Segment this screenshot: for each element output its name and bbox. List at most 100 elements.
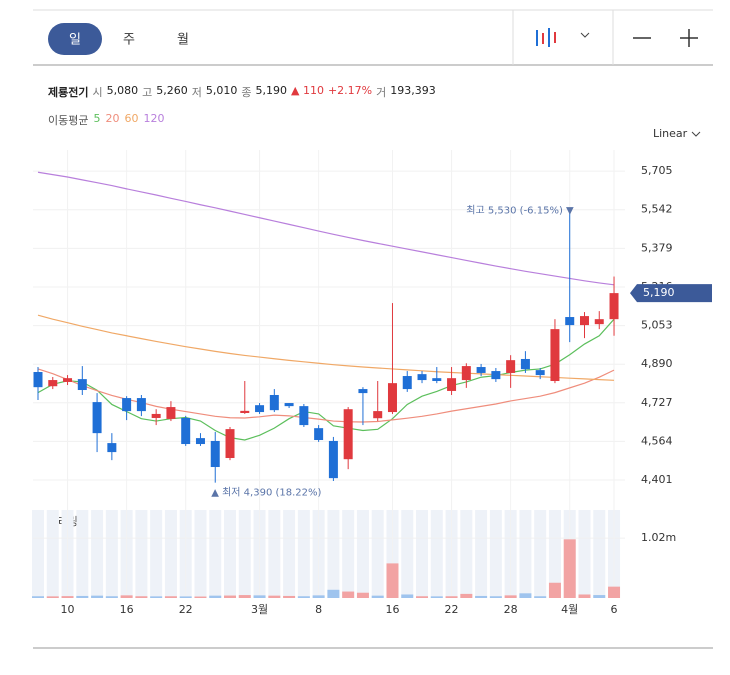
candle-body bbox=[284, 403, 294, 407]
legend-entry: 20 bbox=[105, 112, 120, 125]
y-tick-label: 5,705 bbox=[641, 164, 673, 177]
change-pct: +2.17% bbox=[327, 84, 373, 97]
ma-line bbox=[37, 314, 615, 381]
volume-slot bbox=[327, 510, 340, 598]
value: 5,010 bbox=[205, 84, 238, 97]
candle-body bbox=[136, 398, 146, 412]
tab[interactable]: 일 bbox=[69, 33, 81, 48]
volume-slot bbox=[342, 510, 355, 598]
volume-bar bbox=[32, 596, 44, 598]
candle-body bbox=[432, 378, 442, 382]
zoom-in[interactable] bbox=[680, 29, 698, 47]
last-price-tag bbox=[630, 284, 712, 303]
candle-body bbox=[255, 405, 265, 413]
candle-body bbox=[166, 407, 176, 419]
candle-body bbox=[535, 370, 545, 376]
volume-slot bbox=[593, 510, 606, 598]
x-tick-label: 28 bbox=[504, 603, 518, 616]
volume-bar bbox=[135, 596, 148, 598]
label: 시 bbox=[92, 86, 103, 99]
candle-body bbox=[447, 378, 457, 391]
y-tick-label: 5,053 bbox=[641, 319, 673, 332]
volume-slot bbox=[416, 510, 429, 598]
y-tick-label: 4,401 bbox=[641, 473, 673, 486]
volume-slot bbox=[135, 510, 148, 598]
candle-body bbox=[579, 316, 589, 326]
scale-chevron[interactable] bbox=[691, 131, 701, 137]
candle-body bbox=[240, 410, 250, 413]
tab[interactable]: 주 bbox=[123, 33, 135, 48]
volume-slot bbox=[578, 510, 591, 598]
x-tick-label: 3월 bbox=[251, 603, 268, 616]
volume-bar bbox=[475, 595, 488, 598]
volume-bar bbox=[150, 596, 163, 598]
tab-active[interactable] bbox=[48, 23, 102, 55]
volume-bar bbox=[46, 596, 59, 598]
candle-body bbox=[476, 367, 486, 373]
volume-bar bbox=[578, 594, 591, 598]
volume-slot bbox=[489, 510, 502, 598]
candle-body bbox=[358, 389, 368, 394]
value: 193,393 bbox=[390, 84, 436, 97]
volume-slot bbox=[209, 510, 222, 598]
candle-body bbox=[63, 378, 73, 382]
candle-body bbox=[520, 358, 530, 370]
candle-body bbox=[107, 443, 117, 453]
volume-bar bbox=[430, 596, 443, 598]
volume-slot bbox=[194, 510, 207, 598]
candle-body bbox=[269, 394, 279, 411]
volume-slot bbox=[268, 510, 281, 598]
volume-slot bbox=[105, 510, 118, 598]
volume-bar bbox=[224, 595, 237, 598]
legend-entry: 60 bbox=[124, 112, 139, 125]
legend-entry: 5 bbox=[93, 112, 101, 125]
candle-body bbox=[33, 372, 43, 388]
candle-body bbox=[48, 380, 58, 387]
volume-bar bbox=[563, 539, 576, 598]
candle-body bbox=[417, 374, 427, 381]
volume-slot bbox=[460, 510, 473, 598]
candle-body bbox=[210, 440, 220, 468]
scale-selector[interactable]: Linear bbox=[653, 127, 688, 140]
dropdown-chevron[interactable] bbox=[580, 32, 590, 38]
ma-line bbox=[37, 171, 615, 286]
volume-bar bbox=[356, 592, 369, 598]
volume-slot bbox=[548, 510, 561, 598]
candle-body bbox=[491, 371, 501, 380]
x-tick-label: 8 bbox=[315, 603, 322, 616]
volume-bar bbox=[283, 595, 296, 598]
candle-body bbox=[314, 428, 324, 441]
volume-bar bbox=[238, 595, 251, 598]
last-price-label: 5,190 bbox=[643, 286, 675, 299]
candle-body bbox=[506, 360, 516, 373]
volume-bar bbox=[76, 595, 89, 598]
volume-bar bbox=[445, 596, 458, 598]
stock-info: 제룡전기 시 5,080 고 5,260 저 5,010 종 5,190 ▲ 110 +2… bbox=[48, 84, 436, 100]
volume-bar bbox=[608, 586, 621, 598]
volume-bar bbox=[91, 595, 104, 598]
value: 5,260 bbox=[156, 84, 188, 97]
volume-bar bbox=[253, 595, 266, 598]
volume-bar bbox=[519, 593, 532, 598]
x-tick-label: 16 bbox=[120, 603, 134, 616]
candle-body bbox=[328, 440, 338, 479]
x-tick-label: 22 bbox=[445, 603, 459, 616]
stock-name: 제룡전기 bbox=[48, 86, 89, 99]
volume-bar bbox=[371, 595, 384, 598]
label: 고 bbox=[142, 86, 153, 99]
volume-bar bbox=[593, 595, 606, 598]
volume-slot bbox=[371, 510, 384, 598]
volume-bar bbox=[460, 593, 473, 598]
candle-body bbox=[225, 429, 235, 459]
volume-slot bbox=[238, 510, 251, 598]
label: 거 bbox=[376, 86, 387, 99]
tab[interactable]: 월 bbox=[177, 33, 189, 48]
volume-bar bbox=[386, 563, 399, 598]
volume-slot bbox=[164, 510, 177, 598]
chart-type-icon[interactable] bbox=[536, 28, 556, 47]
volume-slot bbox=[224, 510, 237, 598]
volume-slot bbox=[356, 510, 369, 598]
volume-slot bbox=[475, 510, 488, 598]
volume-bar bbox=[489, 596, 502, 598]
